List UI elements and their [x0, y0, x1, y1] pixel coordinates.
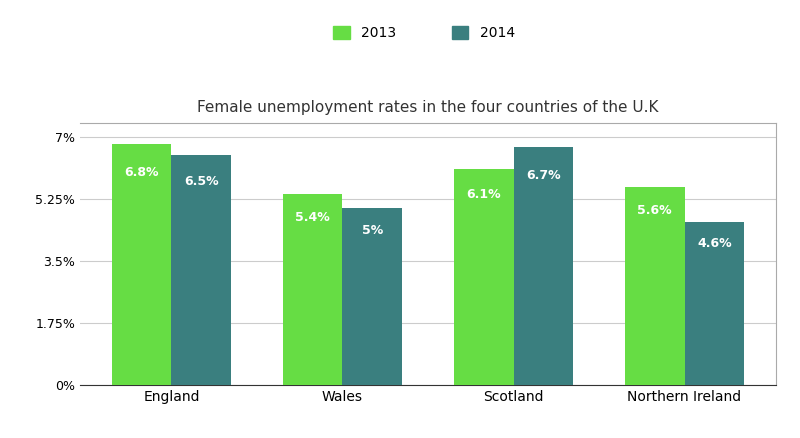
Bar — [112, 144, 171, 385]
Bar — [342, 208, 402, 385]
Title: Female unemployment rates in the four countries of the U.K: Female unemployment rates in the four co… — [198, 99, 658, 114]
Text: 6.1%: 6.1% — [466, 188, 501, 201]
Bar — [625, 187, 685, 385]
Text: 5.4%: 5.4% — [295, 211, 330, 224]
Text: 5.6%: 5.6% — [638, 205, 672, 217]
Text: 6.7%: 6.7% — [526, 169, 561, 182]
Bar — [282, 194, 342, 385]
Legend: 2013, 2014: 2013, 2014 — [328, 20, 520, 46]
Bar — [514, 148, 574, 385]
Bar — [454, 169, 514, 385]
Bar — [171, 155, 231, 385]
Text: 6.8%: 6.8% — [124, 166, 159, 179]
Text: 4.6%: 4.6% — [697, 237, 732, 250]
Text: 5%: 5% — [362, 224, 383, 237]
Bar — [685, 222, 744, 385]
Text: 6.5%: 6.5% — [184, 175, 218, 188]
